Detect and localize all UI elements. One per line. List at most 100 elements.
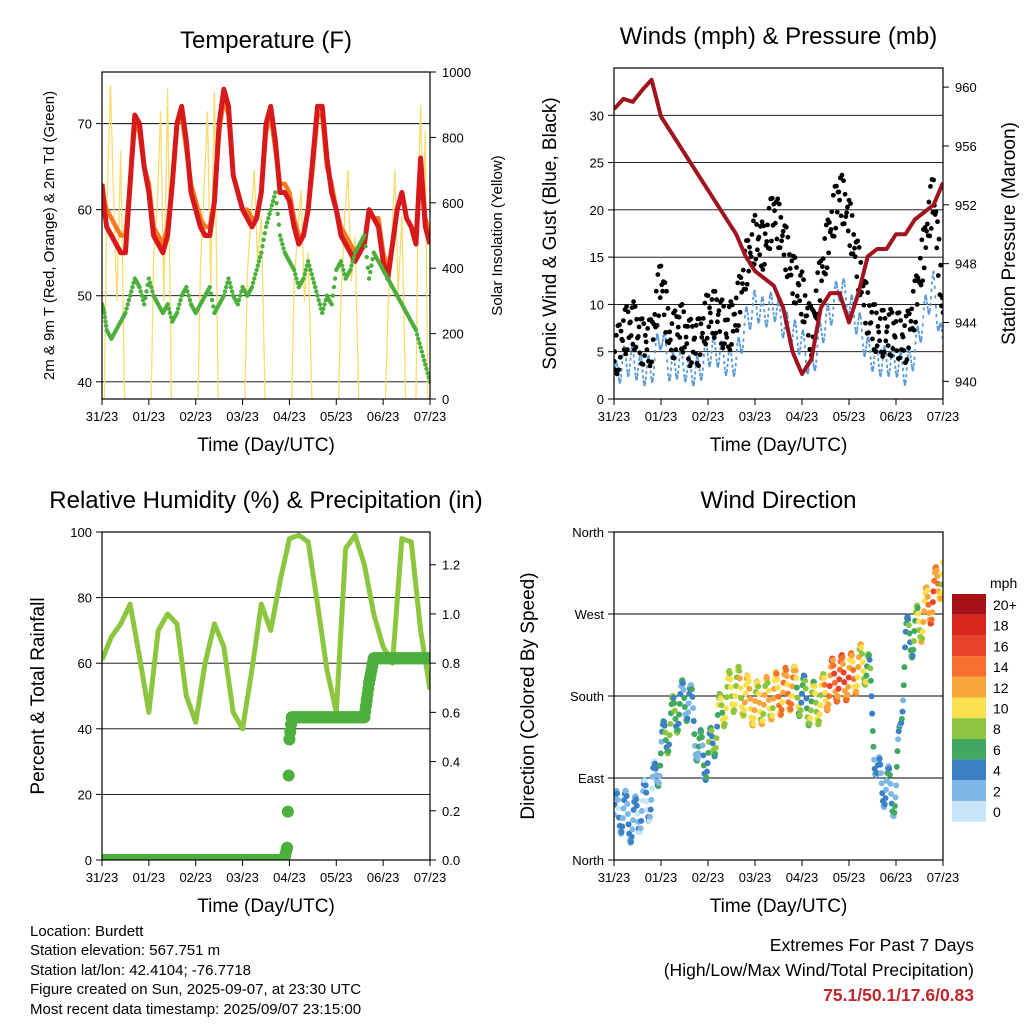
- wind-point: [614, 361, 617, 365]
- dewpoint-point: [268, 207, 273, 212]
- wind-point: [910, 359, 913, 363]
- gust-point: [861, 302, 867, 308]
- wind-point: [727, 358, 729, 362]
- wind-point: [660, 344, 663, 348]
- gust-point: [676, 314, 682, 320]
- wind-point: [674, 368, 677, 372]
- wind-point: [641, 369, 644, 373]
- wind-point: [726, 363, 729, 368]
- direction-point: [860, 668, 867, 675]
- y-right-axis-label: Station Pressure (Maroon): [999, 122, 1020, 345]
- y-tick-label: North: [572, 525, 604, 540]
- dewpoint-point: [270, 198, 276, 204]
- wind-point: [902, 374, 905, 378]
- dewpoint-point: [226, 276, 231, 281]
- wind-point: [851, 296, 854, 301]
- wind-point: [902, 367, 904, 372]
- direction-point: [740, 712, 747, 719]
- wind-point: [871, 368, 874, 372]
- wind-point: [820, 327, 823, 332]
- wind-point: [752, 296, 755, 300]
- direction-point: [760, 710, 767, 717]
- direction-point: [737, 684, 744, 691]
- wind-point: [828, 312, 831, 316]
- direction-point: [834, 693, 841, 700]
- wind-point: [665, 351, 668, 355]
- plot-frame: [101, 531, 431, 861]
- gust-point: [631, 299, 636, 305]
- gust-point: [915, 275, 921, 281]
- y-tick-label: 80: [78, 591, 92, 606]
- gust-point: [673, 347, 679, 353]
- dewpoint-point: [420, 353, 426, 359]
- wind-point: [928, 308, 931, 312]
- x-tick-label: 06/23: [367, 409, 400, 424]
- wind-point: [885, 358, 888, 363]
- direction-point: [807, 715, 814, 722]
- direction-point: [862, 678, 869, 685]
- wind-point: [646, 365, 648, 369]
- dewpoint-point: [123, 310, 128, 316]
- wind-point: [629, 357, 632, 361]
- direction-point: [647, 806, 654, 813]
- x-tick-label: 07/23: [927, 409, 960, 424]
- gust-point: [873, 349, 879, 355]
- gust-point: [649, 359, 654, 365]
- direction-point: [797, 712, 804, 719]
- wind-point: [731, 364, 734, 368]
- gust-point: [762, 231, 768, 237]
- gust-point: [783, 267, 788, 273]
- gust-point: [677, 335, 683, 340]
- gust-point: [936, 236, 942, 242]
- wind-point: [696, 355, 699, 360]
- y-tick-label: 40: [78, 722, 92, 737]
- gust-point: [837, 197, 842, 203]
- wind-point: [930, 288, 933, 292]
- direction-point: [718, 702, 725, 709]
- dewpoint-point: [314, 289, 319, 294]
- wind-point: [858, 313, 861, 318]
- direction-point: [728, 684, 735, 691]
- gust-point: [693, 351, 698, 356]
- legend-swatch: [952, 697, 986, 719]
- x-tick-label: 02/23: [692, 409, 725, 424]
- dewpoint-point: [303, 267, 309, 273]
- direction-point: [755, 690, 762, 697]
- gust-point: [688, 316, 694, 322]
- x-tick-label: 04/23: [273, 870, 306, 885]
- y-tick-label: 5: [597, 345, 604, 360]
- gust-point: [856, 245, 862, 250]
- wind-point: [909, 354, 912, 359]
- wind-point: [834, 285, 836, 290]
- wind-point: [678, 358, 681, 362]
- direction-point: [867, 665, 874, 672]
- dewpoint-point: [414, 332, 420, 337]
- gust-point: [745, 237, 751, 243]
- gust-point: [877, 338, 882, 344]
- gust-point: [658, 263, 664, 269]
- dewpoint-point: [174, 310, 180, 316]
- direction-point: [830, 662, 837, 669]
- direction-point: [727, 676, 734, 683]
- wind-point: [796, 342, 799, 347]
- gust-point: [874, 343, 880, 349]
- wind-point: [621, 360, 624, 365]
- x-tick-label: 02/23: [179, 409, 212, 424]
- wind-point: [779, 315, 782, 319]
- direction-point: [835, 685, 842, 692]
- direction-point: [618, 829, 625, 836]
- wind-point: [862, 349, 865, 353]
- wind-point: [735, 356, 738, 360]
- wind-point: [894, 370, 897, 374]
- gust-point: [830, 192, 836, 198]
- wind-point: [703, 347, 706, 351]
- wind-point: [637, 362, 640, 366]
- direction-point: [794, 694, 801, 701]
- gust-point: [896, 310, 902, 315]
- wind-point: [632, 354, 635, 358]
- x-tick-label: 04/23: [786, 870, 819, 885]
- legend-label: 18: [993, 618, 1009, 634]
- direction-point: [914, 604, 921, 611]
- direction-point: [629, 826, 636, 833]
- dewpoint-point: [426, 375, 430, 380]
